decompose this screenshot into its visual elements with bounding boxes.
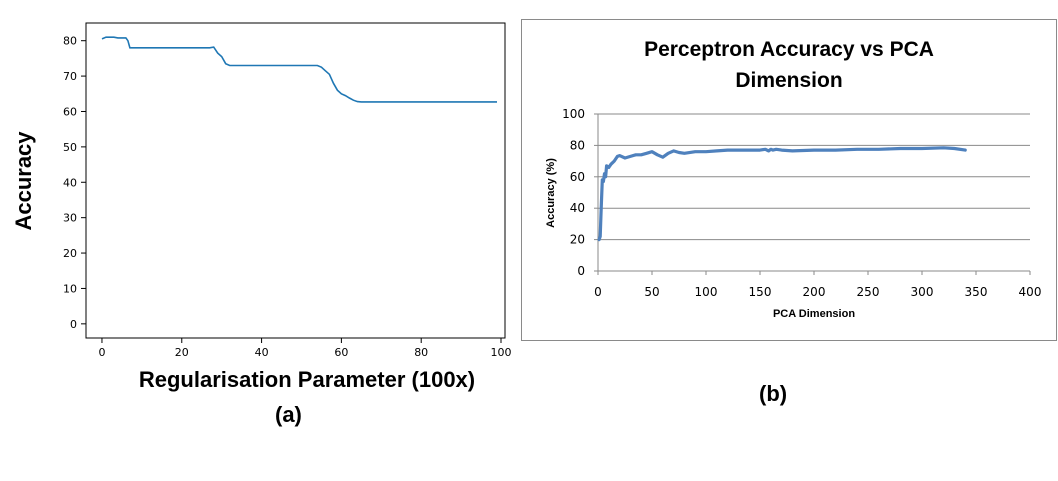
x-tick-label-b: 150 [749,285,772,299]
x-tick-label-b: 350 [965,285,988,299]
x-tick-label-b: 200 [803,285,826,299]
gridlines-b [597,113,1030,275]
x-tick-label-a: 80 [414,346,428,359]
y-tick-label-b: 20 [570,233,585,247]
x-axis-label-b: PCA Dimension [773,308,855,320]
plot-frame-a [85,22,506,339]
x-tick-label-a: 60 [334,346,348,359]
y-tick-label-a: 70 [63,70,77,83]
y-tick-label-a: 40 [63,176,77,189]
y-ticks-b: 0 20 40 60 80 100 [562,107,598,278]
y-tick-label-b: 40 [570,201,585,215]
y-ticks-a: 0 10 20 30 40 50 60 70 80 [63,35,86,331]
x-tick-label-b: 250 [857,285,880,299]
y-axis-label-b: Accuracy (%) [545,158,557,228]
x-tick-label-a: 40 [255,346,269,359]
y-tick-label-b: 60 [570,170,585,184]
chart-title-line-2: Dimension [735,69,842,92]
x-ticks-a: 0 20 40 60 80 100 [98,338,512,359]
x-axis-label-a: Regularisation Parameter (100x) [139,367,475,392]
chart-b: Perceptron Accuracy vs PCA Dimension 0 20… [521,19,1057,341]
y-tick-label-a: 20 [63,247,77,260]
y-tick-label-a: 80 [63,35,77,48]
caption-b: (b) [759,381,788,406]
caption-a: (a) [275,402,302,427]
chart-title-line-1: Perceptron Accuracy vs PCA [644,38,934,61]
accuracy-line-b [597,146,967,242]
x-tick-label-b: 300 [911,285,934,299]
chart-frame-b [521,19,1057,341]
x-tick-label-b: 0 [594,285,602,299]
x-ticks-b: 0 50 100 150 200 250 300 350 400 [594,271,1041,299]
y-tick-label-a: 60 [63,105,77,118]
x-tick-label-b: 400 [1019,285,1042,299]
y-tick-label-b: 100 [562,107,585,121]
x-tick-label-a: 100 [491,346,512,359]
y-tick-label-a: 50 [63,141,77,154]
x-tick-label-a: 0 [98,346,105,359]
y-tick-label-a: 10 [63,282,77,295]
y-tick-label-b: 80 [570,138,585,152]
chart-a: 0 10 20 30 40 50 60 70 80 0 20 40 60 80 100 Regularis… [11,22,512,392]
x-tick-label-b: 100 [695,285,718,299]
x-tick-label-a: 20 [175,346,189,359]
y-tick-label-a: 30 [63,212,77,225]
accuracy-line-a [101,36,497,103]
y-tick-label-a: 0 [70,318,77,331]
y-axis-label-a: Accuracy [11,131,36,231]
y-tick-label-b: 0 [577,264,585,278]
x-tick-label-b: 50 [644,285,659,299]
